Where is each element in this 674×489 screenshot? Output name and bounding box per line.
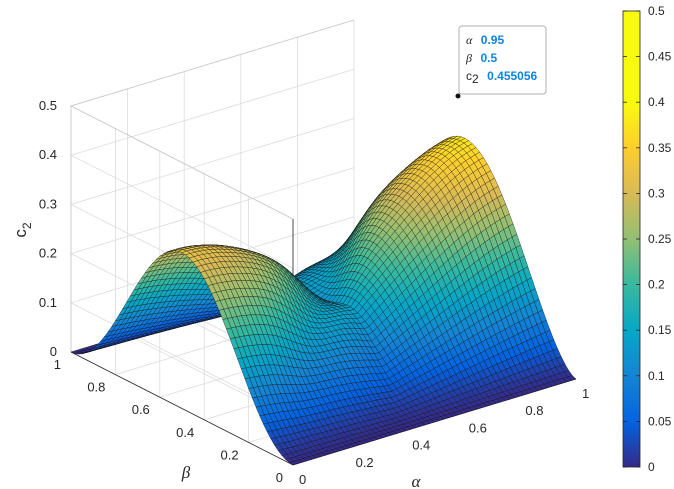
- colorbar-tick-label: 0.45: [648, 50, 672, 64]
- z-tick-label: 0.2: [39, 246, 57, 261]
- x-tick-label: 0: [299, 472, 306, 487]
- x-tick-label: 1: [582, 386, 589, 401]
- colorbar-tick-label: 0.05: [648, 414, 672, 428]
- datatip-marker[interactable]: [454, 92, 462, 100]
- z-tick-label: 0.1: [39, 295, 57, 310]
- colorbar-tick-label: 0: [648, 460, 655, 474]
- y-tick-label: 0.2: [221, 447, 239, 462]
- y-tick-label: 0.8: [87, 380, 105, 395]
- datatip-alpha-row: α 0.95: [466, 31, 504, 48]
- colorbar-tick-label: 0.4: [648, 95, 665, 109]
- surface-facet: [288, 461, 299, 466]
- surface-mesh: [70, 135, 577, 466]
- colorbar-tick-label: 0.1: [648, 369, 665, 383]
- x-tick-label: 0.8: [525, 403, 543, 418]
- z-tick-label: 0.4: [39, 147, 57, 162]
- x-tick-label: 0.4: [412, 438, 430, 453]
- x-tick-label: 0.2: [356, 455, 374, 470]
- colorbar-tick-label: 0.15: [648, 323, 672, 337]
- colorbar-tick-label: 0.2: [648, 278, 665, 292]
- svg-text:c2: c2: [11, 222, 34, 238]
- datatip-c2-row: c2 0.455056: [466, 69, 538, 87]
- x-axis-label: α: [412, 472, 422, 489]
- z-tick-label: 0: [50, 344, 57, 359]
- z-axis-label: c2: [11, 222, 34, 238]
- colorbar: 0 0.05 0.1 0.15 0.2 0.25 0.3 0.35 0.4 0.45 0.5: [622, 4, 672, 474]
- y-axis-label: β: [181, 463, 191, 482]
- axis-ticks: 00.10.20.30.40.500.20.40.60.8100.20.40.6…: [39, 98, 589, 487]
- y-tick-label: 0.6: [132, 402, 150, 417]
- z-tick-label: 0.5: [39, 98, 57, 113]
- y-tick-label: 1: [54, 357, 61, 372]
- y-tick-label: 0.4: [176, 425, 194, 440]
- datatip-box: [458, 25, 547, 95]
- colorbar-tick-label: 0.35: [648, 141, 672, 155]
- datatip[interactable]: α 0.95 β 0.5 c2 0.455056: [454, 25, 547, 100]
- colorbar-ticks: 0 0.05 0.1 0.15 0.2 0.25 0.3 0.35 0.4 0.45 0.5: [623, 4, 672, 474]
- colorbar-tick-label: 0.3: [648, 186, 665, 200]
- x-tick-label: 0.6: [469, 420, 487, 435]
- colorbar-tick-label: 0.25: [648, 232, 672, 246]
- datatip-beta-row: β 0.5: [465, 49, 497, 66]
- y-tick-label: 0: [276, 470, 283, 485]
- z-tick-label: 0.3: [39, 196, 57, 211]
- colorbar-tick-label: 0.5: [648, 4, 665, 18]
